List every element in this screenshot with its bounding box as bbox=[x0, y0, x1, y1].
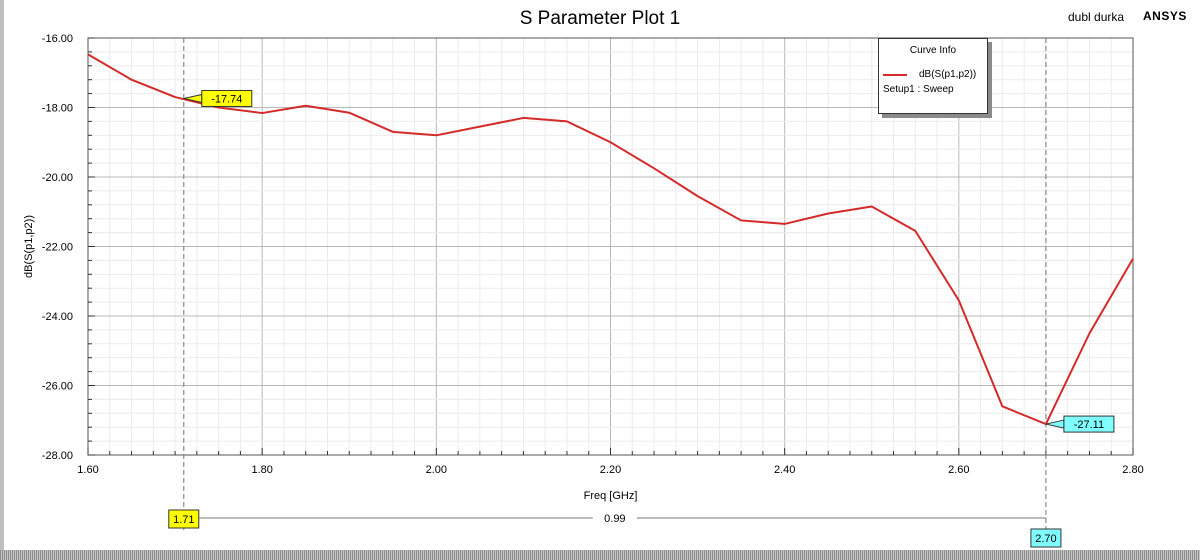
x-axis-label: Freq [GHz] bbox=[584, 490, 638, 502]
window-frame-bottom bbox=[0, 550, 1200, 560]
window-frame-left bbox=[0, 0, 4, 560]
legend-series-name: dB(S(p1,p2)) bbox=[919, 69, 977, 80]
curve-info-legend[interactable]: Curve Info dB(S(p1,p2)) Setup1 : Sweep bbox=[878, 38, 988, 114]
delta-label: 0.99 bbox=[604, 513, 625, 525]
marker-x-label: 2.70 bbox=[1035, 533, 1056, 545]
x-tick-label: 1.80 bbox=[251, 464, 272, 476]
x-tick-label: 2.80 bbox=[1122, 464, 1143, 476]
marker-value-box[interactable] bbox=[201, 89, 253, 107]
y-tick-label: -26.00 bbox=[42, 381, 73, 393]
series-line[interactable] bbox=[87, 53, 1134, 426]
y-tick-label: -16.00 bbox=[42, 33, 73, 45]
project-name: dubl durka bbox=[1068, 10, 1125, 24]
plot-title: S Parameter Plot 1 bbox=[519, 8, 681, 29]
marker-x-tag[interactable] bbox=[1030, 528, 1062, 548]
x-tick-label: 2.20 bbox=[600, 464, 621, 476]
y-tick-label: -20.00 bbox=[42, 172, 73, 184]
x-tick-label: 1.60 bbox=[77, 464, 98, 476]
y-tick-label: -22.00 bbox=[42, 242, 73, 254]
marker-value-label: -27.11 bbox=[1074, 419, 1104, 431]
brand-logo-text: ANSYS bbox=[1143, 9, 1187, 23]
x-tick-label: 2.60 bbox=[948, 464, 969, 476]
y-tick-label: -28.00 bbox=[42, 450, 73, 462]
y-tick-label: -18.00 bbox=[42, 103, 73, 115]
y-tick-label: -24.00 bbox=[42, 311, 73, 323]
legend-setup: Setup1 : Sweep bbox=[883, 84, 954, 95]
legend-title: Curve Info bbox=[909, 45, 957, 56]
marker-x-label: 1.71 bbox=[173, 514, 194, 526]
x-tick-label: 2.40 bbox=[774, 464, 795, 476]
y-axis-label: dB(S(p1,p2)) bbox=[23, 215, 35, 278]
marker-value-label: -17.74 bbox=[211, 93, 242, 105]
legend-swatch bbox=[883, 74, 907, 76]
x-tick-label: 2.00 bbox=[426, 464, 447, 476]
marker-value-box[interactable] bbox=[1063, 415, 1115, 433]
legend-entry[interactable]: dB(S(p1,p2)) bbox=[883, 69, 987, 81]
marker-x-tag[interactable] bbox=[168, 509, 200, 529]
